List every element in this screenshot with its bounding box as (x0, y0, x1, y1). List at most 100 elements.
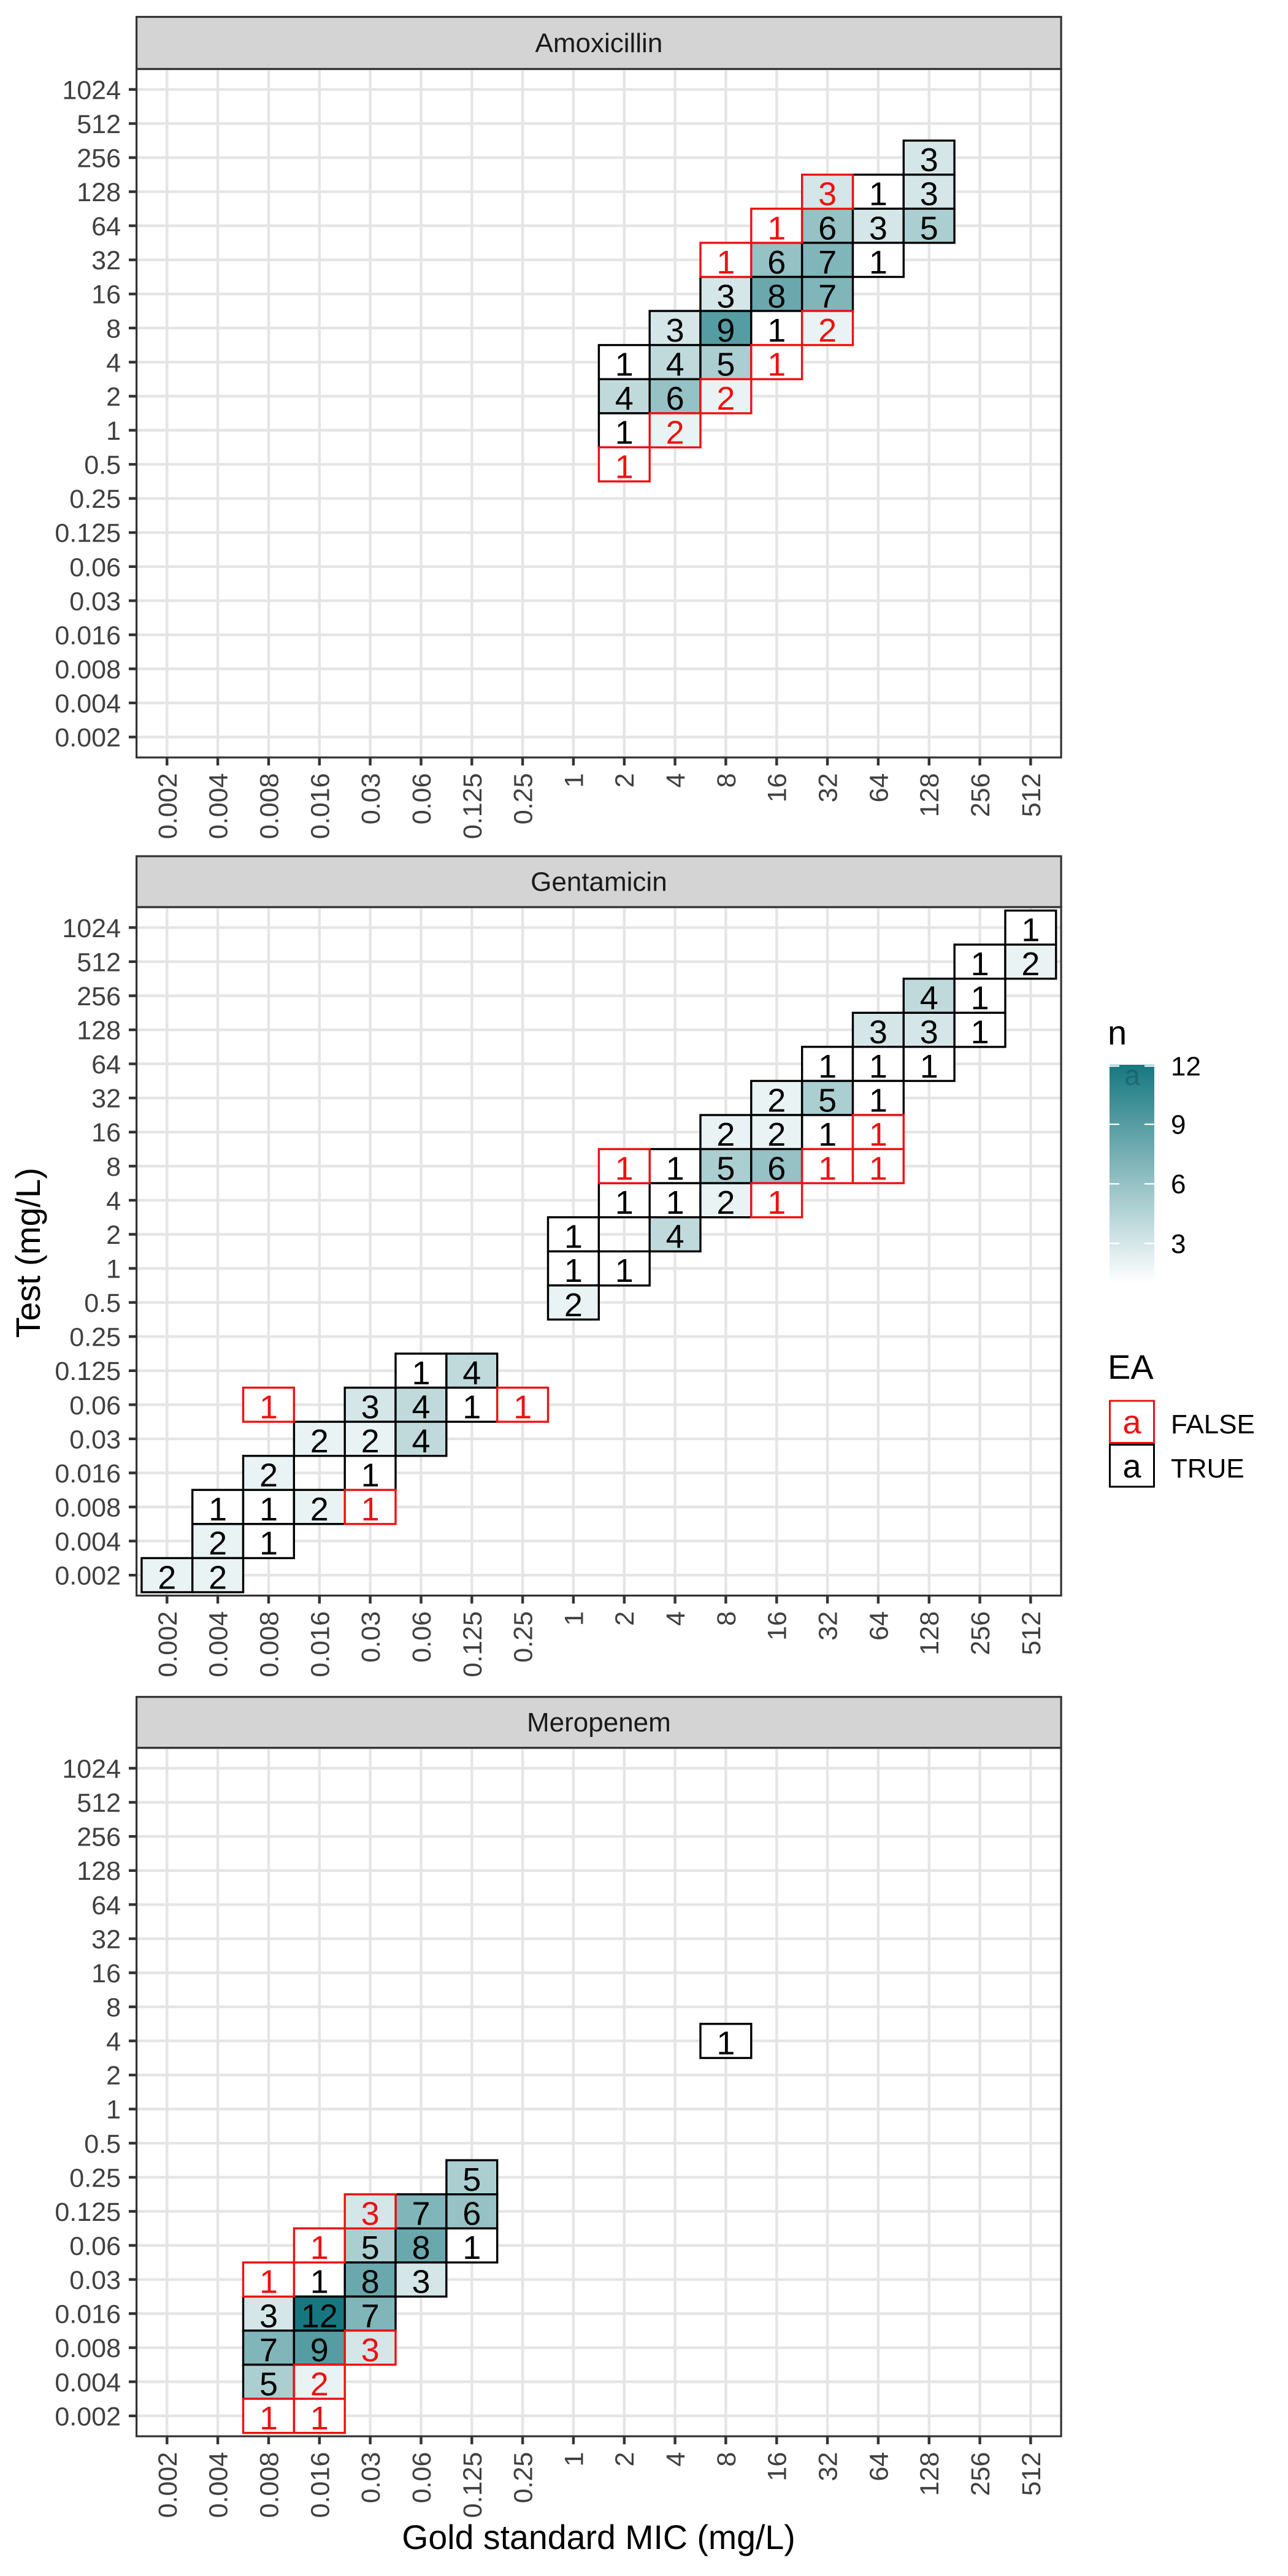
svg-text:3: 3 (361, 1389, 380, 1426)
svg-text:3: 3 (869, 210, 887, 247)
svg-text:128: 128 (77, 1857, 121, 1886)
svg-text:6: 6 (1171, 1170, 1186, 1200)
svg-text:FALSE: FALSE (1171, 1409, 1255, 1439)
svg-text:0.016: 0.016 (305, 2452, 335, 2518)
svg-text:512: 512 (77, 1788, 121, 1818)
svg-text:1: 1 (564, 1219, 583, 1255)
svg-text:EA: EA (1108, 1347, 1154, 1386)
svg-text:1: 1 (259, 1491, 278, 1528)
svg-text:5: 5 (818, 1082, 837, 1119)
svg-text:8: 8 (712, 1611, 742, 1626)
svg-text:7: 7 (259, 2332, 278, 2369)
svg-text:128: 128 (915, 773, 945, 818)
svg-text:3: 3 (920, 1014, 938, 1051)
svg-text:4: 4 (661, 773, 691, 788)
svg-text:1: 1 (361, 1457, 380, 1494)
svg-text:0.25: 0.25 (509, 1611, 539, 1663)
svg-text:1: 1 (310, 2400, 329, 2437)
svg-text:2: 2 (564, 1287, 583, 1324)
svg-text:0.03: 0.03 (69, 587, 121, 616)
svg-text:1: 1 (767, 1184, 786, 1221)
svg-text:7: 7 (412, 2196, 430, 2233)
svg-text:8: 8 (767, 278, 786, 315)
svg-text:2: 2 (818, 312, 837, 349)
svg-text:1: 1 (869, 1048, 887, 1085)
svg-text:256: 256 (966, 2452, 995, 2496)
svg-text:1024: 1024 (62, 1755, 121, 1784)
svg-text:4: 4 (462, 1355, 481, 1392)
svg-text:0.002: 0.002 (55, 723, 121, 753)
svg-text:0.004: 0.004 (204, 773, 234, 840)
svg-text:0.5: 0.5 (84, 451, 121, 480)
svg-text:1: 1 (869, 1151, 887, 1187)
svg-text:0.06: 0.06 (69, 1391, 121, 1420)
svg-text:16: 16 (91, 280, 121, 310)
svg-text:256: 256 (77, 144, 121, 174)
svg-text:0.016: 0.016 (55, 2300, 121, 2329)
svg-text:0.125: 0.125 (458, 1611, 488, 1677)
svg-text:3: 3 (920, 176, 938, 213)
svg-text:256: 256 (77, 1823, 121, 1852)
svg-text:a: a (1124, 1059, 1140, 1091)
svg-text:2: 2 (716, 1116, 735, 1153)
svg-text:128: 128 (915, 1611, 945, 1655)
svg-text:64: 64 (864, 2452, 894, 2482)
svg-text:1024: 1024 (62, 914, 121, 943)
svg-text:5: 5 (716, 1151, 735, 1187)
svg-text:0.002: 0.002 (55, 1562, 121, 1591)
svg-text:Gold standard MIC (mg/L): Gold standard MIC (mg/L) (402, 2518, 795, 2556)
svg-text:64: 64 (91, 212, 121, 242)
svg-text:6: 6 (767, 244, 786, 281)
svg-text:4: 4 (106, 2027, 121, 2057)
svg-text:2: 2 (767, 1116, 786, 1153)
svg-text:512: 512 (1017, 773, 1046, 818)
svg-text:1: 1 (310, 2264, 329, 2301)
svg-text:1: 1 (716, 2025, 735, 2062)
svg-text:7: 7 (818, 244, 837, 281)
svg-text:4: 4 (920, 980, 938, 1017)
svg-text:0.25: 0.25 (509, 773, 539, 825)
svg-text:6: 6 (666, 380, 684, 417)
svg-text:6: 6 (818, 210, 837, 247)
svg-text:1: 1 (869, 244, 887, 281)
svg-text:2: 2 (610, 2452, 640, 2467)
svg-text:2: 2 (1021, 946, 1040, 983)
svg-text:9: 9 (1171, 1110, 1186, 1140)
svg-text:32: 32 (91, 246, 121, 275)
svg-text:3: 3 (666, 312, 684, 349)
svg-text:2: 2 (106, 383, 121, 412)
svg-text:1: 1 (106, 2095, 121, 2125)
svg-text:1: 1 (615, 415, 634, 451)
svg-text:2: 2 (610, 773, 640, 788)
svg-text:64: 64 (864, 773, 894, 803)
svg-text:0.125: 0.125 (55, 2198, 121, 2227)
svg-text:1: 1 (767, 312, 786, 349)
svg-text:12: 12 (1171, 1052, 1201, 1082)
svg-text:5: 5 (462, 2161, 481, 2198)
svg-text:0.008: 0.008 (55, 1493, 121, 1523)
svg-text:0.06: 0.06 (407, 2452, 437, 2504)
svg-text:1: 1 (106, 416, 121, 446)
svg-text:0.008: 0.008 (255, 773, 284, 840)
svg-text:1: 1 (971, 980, 989, 1017)
svg-text:128: 128 (915, 2452, 945, 2496)
svg-text:4: 4 (661, 2452, 691, 2467)
svg-text:64: 64 (864, 1611, 894, 1641)
svg-text:32: 32 (814, 2452, 843, 2482)
svg-text:3: 3 (361, 2196, 380, 2233)
svg-text:3: 3 (869, 1014, 887, 1051)
svg-text:1: 1 (559, 773, 589, 788)
svg-text:1: 1 (559, 2452, 589, 2467)
svg-text:9: 9 (716, 312, 735, 349)
svg-text:12: 12 (301, 2298, 338, 2334)
svg-text:2: 2 (610, 1611, 640, 1626)
svg-text:1: 1 (869, 1082, 887, 1119)
svg-text:2: 2 (209, 1559, 227, 1596)
svg-text:2: 2 (666, 415, 684, 451)
svg-text:2: 2 (716, 380, 735, 417)
svg-text:32: 32 (91, 1084, 121, 1114)
svg-text:1: 1 (1021, 912, 1040, 949)
svg-text:0.06: 0.06 (407, 773, 437, 825)
svg-text:0.5: 0.5 (84, 1289, 121, 1318)
svg-text:4: 4 (106, 348, 121, 378)
